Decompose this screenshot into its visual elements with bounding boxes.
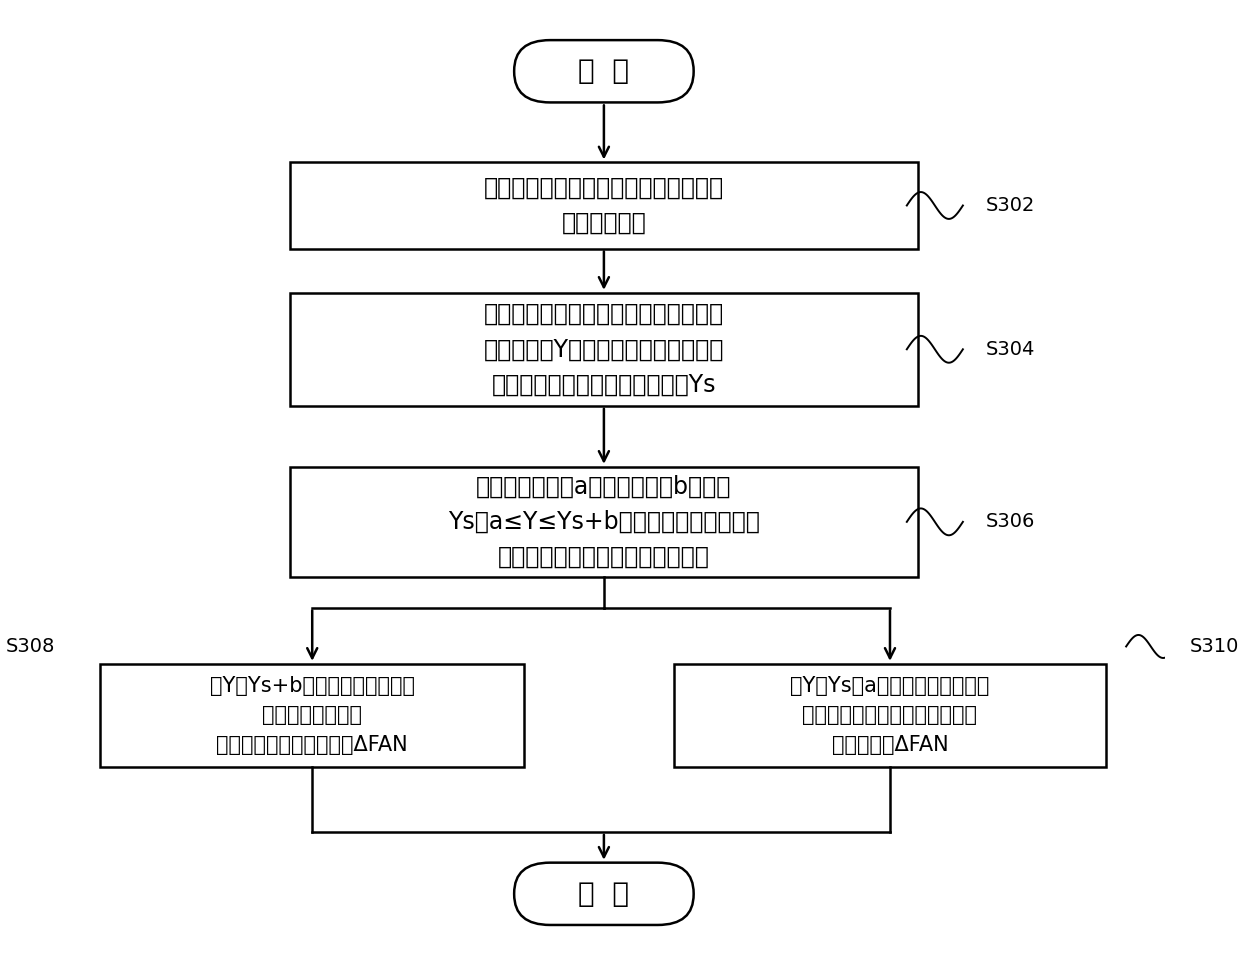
- Text: 获取空调器的风机的当前转速及空调器
的当前噪音值: 获取空调器的风机的当前转速及空调器 的当前噪音值: [484, 176, 724, 235]
- Text: 根据当前转速及当前噪音值计算出当前
噪音转速比Y，根据当前转速获得与当
前转速相对应的期望噪音转速比Ys: 根据当前转速及当前噪音值计算出当前 噪音转速比Y，根据当前转速获得与当 前转速相…: [484, 302, 724, 396]
- Text: 开  始: 开 始: [578, 57, 630, 85]
- Text: S308: S308: [6, 637, 56, 656]
- Text: 读取第一偏差值a及第二偏差值b，判断
Ys－a≤Y≤Ys+b是否成立，当不成立时
，判定当前噪音值为待调节噪音值: 读取第一偏差值a及第二偏差值b，判断 Ys－a≤Y≤Ys+b是否成立，当不成立时…: [448, 475, 760, 570]
- Text: S306: S306: [986, 513, 1034, 531]
- Text: 当Y＜Ys－a时，判定当前噪音值
为待提高噪音值，将当前转速提
高预设转速ΔFAN: 当Y＜Ys－a时，判定当前噪音值 为待提高噪音值，将当前转速提 高预设转速ΔFA…: [790, 676, 990, 755]
- Text: 结  束: 结 束: [578, 880, 630, 908]
- Text: S310: S310: [1190, 637, 1240, 656]
- Text: S304: S304: [986, 339, 1034, 359]
- Bar: [100, 663, 525, 767]
- Bar: [290, 467, 918, 577]
- Bar: [290, 293, 918, 406]
- Text: S302: S302: [986, 196, 1034, 215]
- Bar: [675, 663, 1106, 767]
- Text: 当Y＞Ys+b时，判定当前噪音值
为待降低噪音值，
将当前转速降低预设转速ΔFAN: 当Y＞Ys+b时，判定当前噪音值 为待降低噪音值， 将当前转速降低预设转速ΔFA…: [210, 676, 414, 755]
- Bar: [290, 162, 918, 249]
